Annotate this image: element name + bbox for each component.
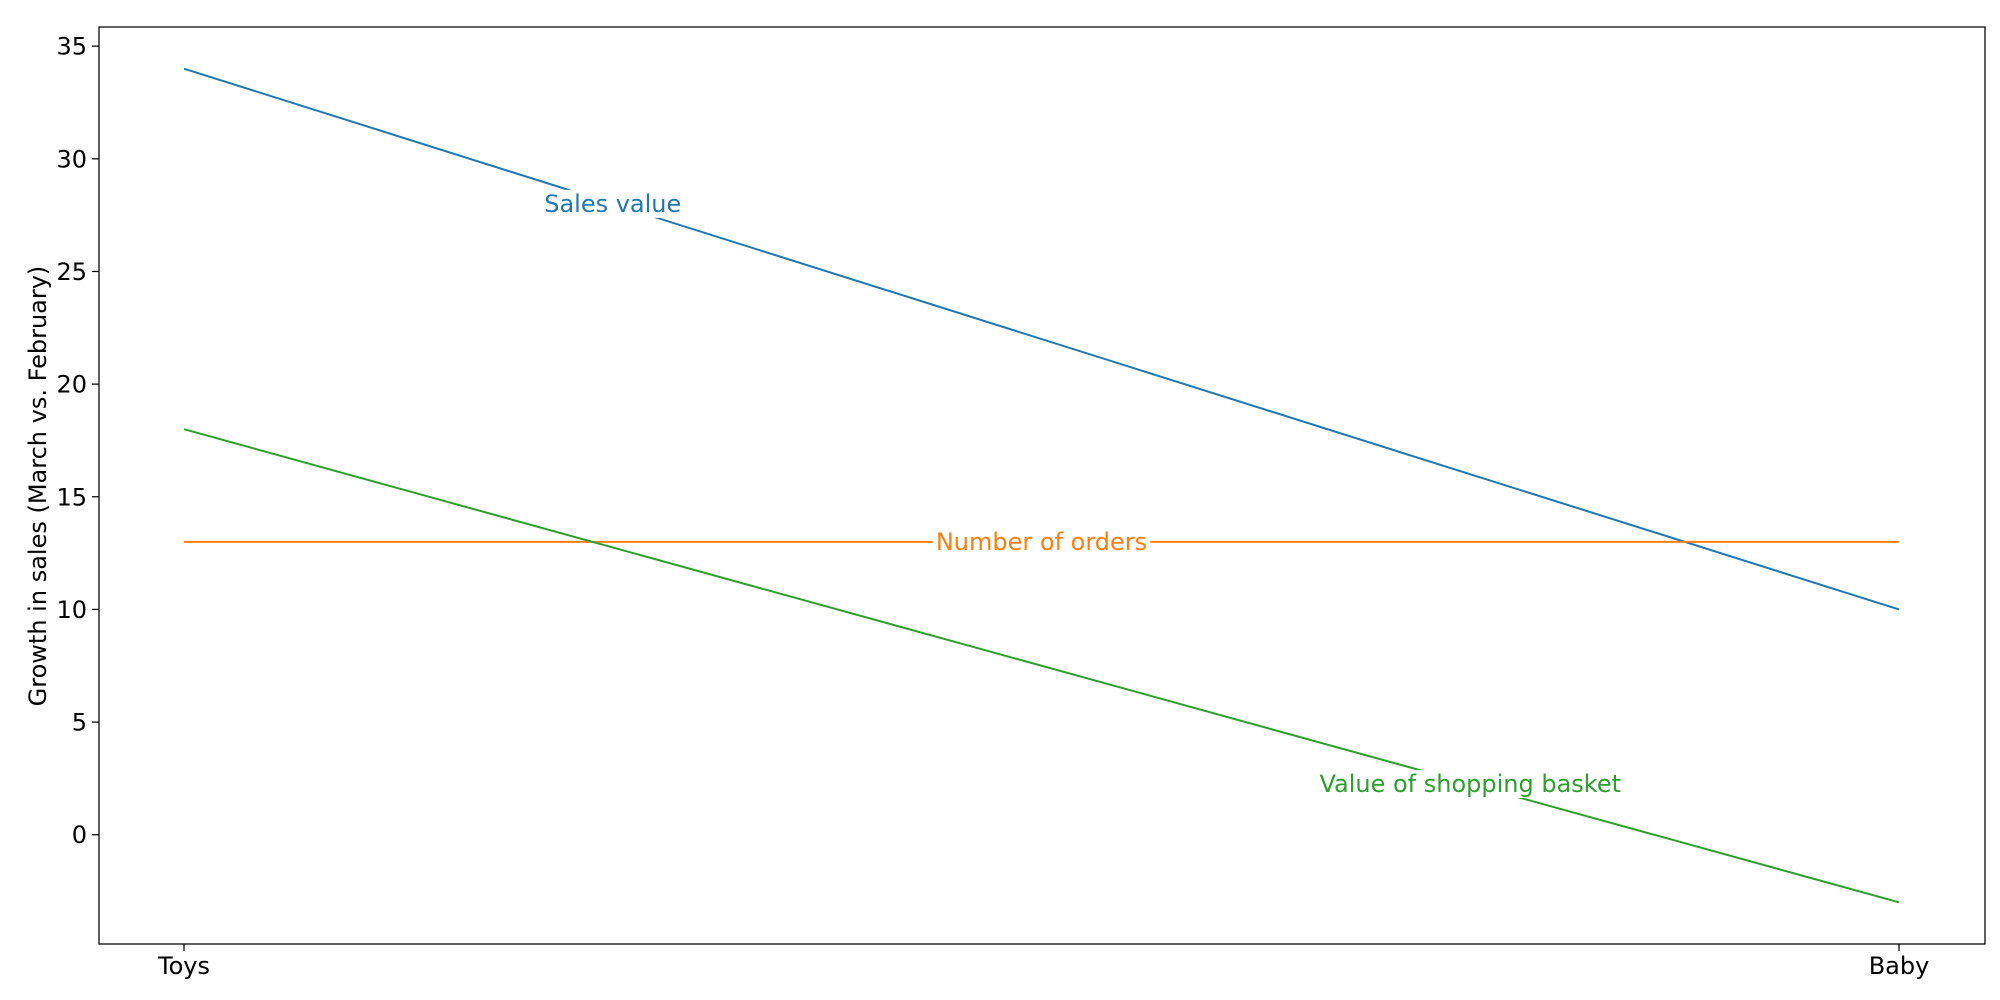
series-line-sales-value	[183, 67, 1900, 611]
series-label-background	[1316, 770, 1625, 799]
series-label-number-of-orders: Number of orders	[936, 528, 1147, 556]
y-tick-label: 20	[56, 371, 87, 399]
y-tick-label: 5	[72, 709, 87, 737]
series-label-background	[541, 189, 685, 218]
series-label-value-of-shopping-basket: Value of shopping basket	[1319, 770, 1621, 798]
y-tick-label: 0	[72, 821, 87, 849]
y-axis-ticks: 0 5 10 15 20 25 30 35	[56, 33, 99, 849]
series-line-value-of-shopping-basket	[183, 428, 1900, 904]
x-tick-label-toys: Toys	[157, 952, 210, 980]
y-tick-label: 25	[56, 258, 87, 286]
plot-frame	[98, 26, 1986, 945]
x-axis-ticks: Toys Baby	[157, 944, 1929, 980]
x-tick-label-baby: Baby	[1869, 952, 1930, 980]
y-tick-label: 35	[56, 33, 87, 61]
series-label-background	[932, 527, 1151, 556]
y-axis-title: Growth in sales (March vs. February)	[24, 266, 52, 707]
series-label-sales-value: Sales value	[544, 190, 681, 218]
y-tick-label: 15	[56, 483, 87, 511]
series-labels: Sales value Number of orders Value of shop…	[541, 189, 1625, 799]
y-tick-label: 30	[56, 145, 87, 173]
y-tick-label: 10	[56, 596, 87, 624]
